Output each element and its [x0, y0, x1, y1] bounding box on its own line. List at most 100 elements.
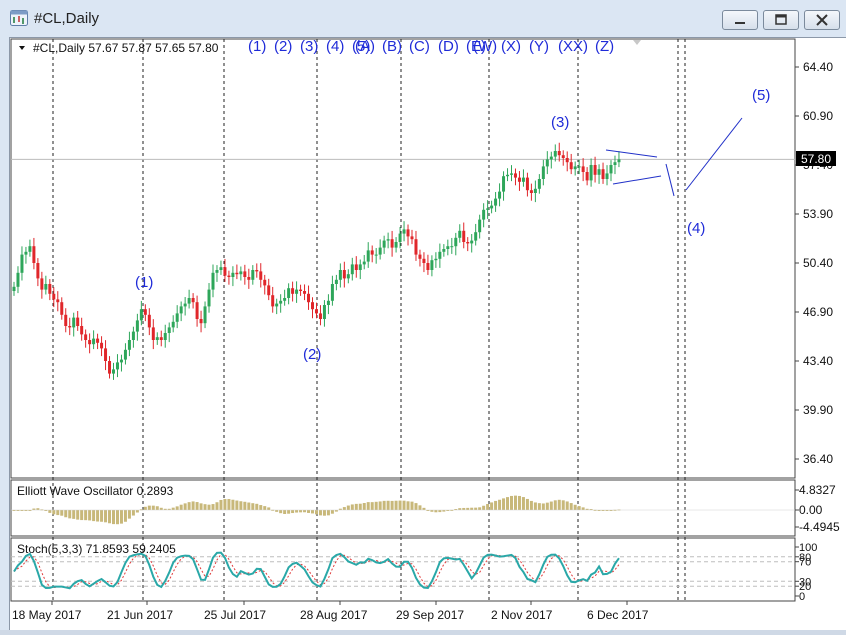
chart-area[interactable]: 64.4060.9057.4053.9050.4046.9043.4039.90…	[9, 37, 846, 630]
oscillator-bar	[330, 510, 334, 514]
oscillator-bar	[96, 510, 100, 522]
oscillator-bar	[12, 510, 16, 511]
oscillator-bar	[462, 507, 466, 510]
triangle-upper-line[interactable]	[605, 149, 658, 158]
candle-body	[517, 177, 521, 182]
candle-body	[147, 314, 151, 328]
oscillator-bar	[207, 504, 211, 510]
candle-body	[187, 298, 191, 304]
shift-marker-icon[interactable]	[633, 40, 641, 45]
candle-body	[32, 246, 36, 263]
candle-body	[159, 337, 163, 340]
oscillator-bar	[609, 510, 613, 511]
candle-body	[366, 250, 370, 262]
top-wave-label: (Y)	[529, 38, 549, 55]
candle-body	[394, 242, 398, 248]
oscillator-bar	[470, 507, 474, 510]
chart-canvas[interactable]: 64.4060.9057.4053.9050.4046.9043.4039.90…	[10, 38, 846, 630]
candle-body	[183, 303, 187, 307]
candle-body	[135, 320, 139, 332]
candle-body	[334, 279, 338, 284]
candle-body	[112, 369, 115, 374]
candle-body	[521, 177, 525, 182]
oscillator-bar	[60, 510, 64, 516]
candle-body	[573, 166, 577, 170]
candle-body	[155, 337, 159, 340]
oscillator-bar	[450, 509, 454, 511]
candle-body	[163, 333, 167, 340]
candle-body	[374, 254, 378, 256]
oscillator-bar	[374, 501, 378, 510]
oscillator-bar	[100, 510, 104, 522]
oscillator-bar	[215, 502, 219, 510]
wave5-projection-line[interactable]	[685, 117, 743, 191]
minimize-button[interactable]	[722, 10, 758, 30]
title-bar[interactable]: #CL,Daily	[0, 0, 846, 38]
candle-body	[259, 271, 263, 280]
candle-body	[56, 299, 60, 303]
oscillator-bar	[446, 510, 450, 511]
candle-body	[283, 298, 287, 301]
oscillator-bar	[20, 510, 24, 511]
oscillator-bar	[541, 503, 545, 510]
date-label: 29 Sep 2017	[396, 608, 464, 622]
main-chart-header: #CL,Daily 57.67 57.87 57.65 57.80	[33, 41, 219, 55]
oscillator-bar	[68, 510, 72, 519]
candle-body	[593, 165, 597, 175]
candle-body	[48, 284, 52, 294]
oscillator-bar	[36, 508, 40, 510]
candle-body	[36, 263, 40, 279]
top-wave-label: (4)	[326, 38, 344, 55]
candle-body	[613, 162, 617, 165]
top-wave-label: (2)	[274, 38, 292, 55]
current-price-label: 57.80	[801, 152, 831, 166]
candle-body	[506, 174, 510, 177]
top-wave-label: (E)	[466, 38, 486, 55]
candle-body	[96, 338, 100, 343]
candle-body	[486, 208, 490, 210]
osc-tick-label: 4.8327	[799, 483, 836, 497]
oscillator-bar	[32, 508, 36, 510]
candle-body	[211, 272, 215, 290]
candle-body	[203, 306, 207, 324]
triangle-lower-line[interactable]	[612, 175, 662, 185]
oscillator-bar	[263, 506, 267, 510]
oscillator-bar	[502, 498, 506, 510]
candle-body	[64, 314, 68, 326]
candle-body	[104, 348, 108, 361]
restore-button[interactable]	[763, 10, 799, 30]
candle-body	[601, 169, 605, 179]
candle-body	[362, 261, 366, 265]
oscillator-bar	[151, 505, 155, 510]
oscillator-bar	[303, 510, 307, 513]
top-wave-label: (A)	[355, 38, 375, 55]
wave4-projection-line[interactable]	[665, 163, 675, 197]
candle-body	[235, 272, 239, 275]
oscillator-bar	[426, 510, 430, 511]
candle-body	[502, 176, 506, 192]
oscillator-bar	[283, 510, 287, 514]
oscillator-bar	[211, 504, 215, 510]
candle-body	[139, 309, 143, 321]
candle-body	[510, 173, 513, 175]
oscillator-bar	[123, 510, 127, 522]
price-tick-label: 50.40	[803, 256, 833, 270]
candle-body	[490, 205, 494, 209]
oscillator-bar	[482, 505, 486, 510]
oscillator-bar	[537, 503, 541, 510]
oscillator-bar	[247, 502, 251, 510]
oscillator-bar	[318, 510, 322, 516]
candle-body	[239, 271, 243, 275]
oscillator-bar	[76, 510, 80, 520]
oscillator-bar	[307, 510, 311, 513]
dropdown-arrow-icon[interactable]	[19, 46, 25, 50]
candle-body	[52, 293, 56, 300]
candle-body	[28, 246, 32, 252]
candle-body	[541, 166, 545, 179]
window-title: #CL,Daily	[34, 10, 100, 27]
candle-body	[199, 319, 203, 324]
oscillator-bar	[605, 510, 609, 511]
oscillator-bar	[326, 510, 330, 516]
oscillator-bar	[92, 510, 96, 522]
close-button[interactable]	[804, 10, 840, 30]
